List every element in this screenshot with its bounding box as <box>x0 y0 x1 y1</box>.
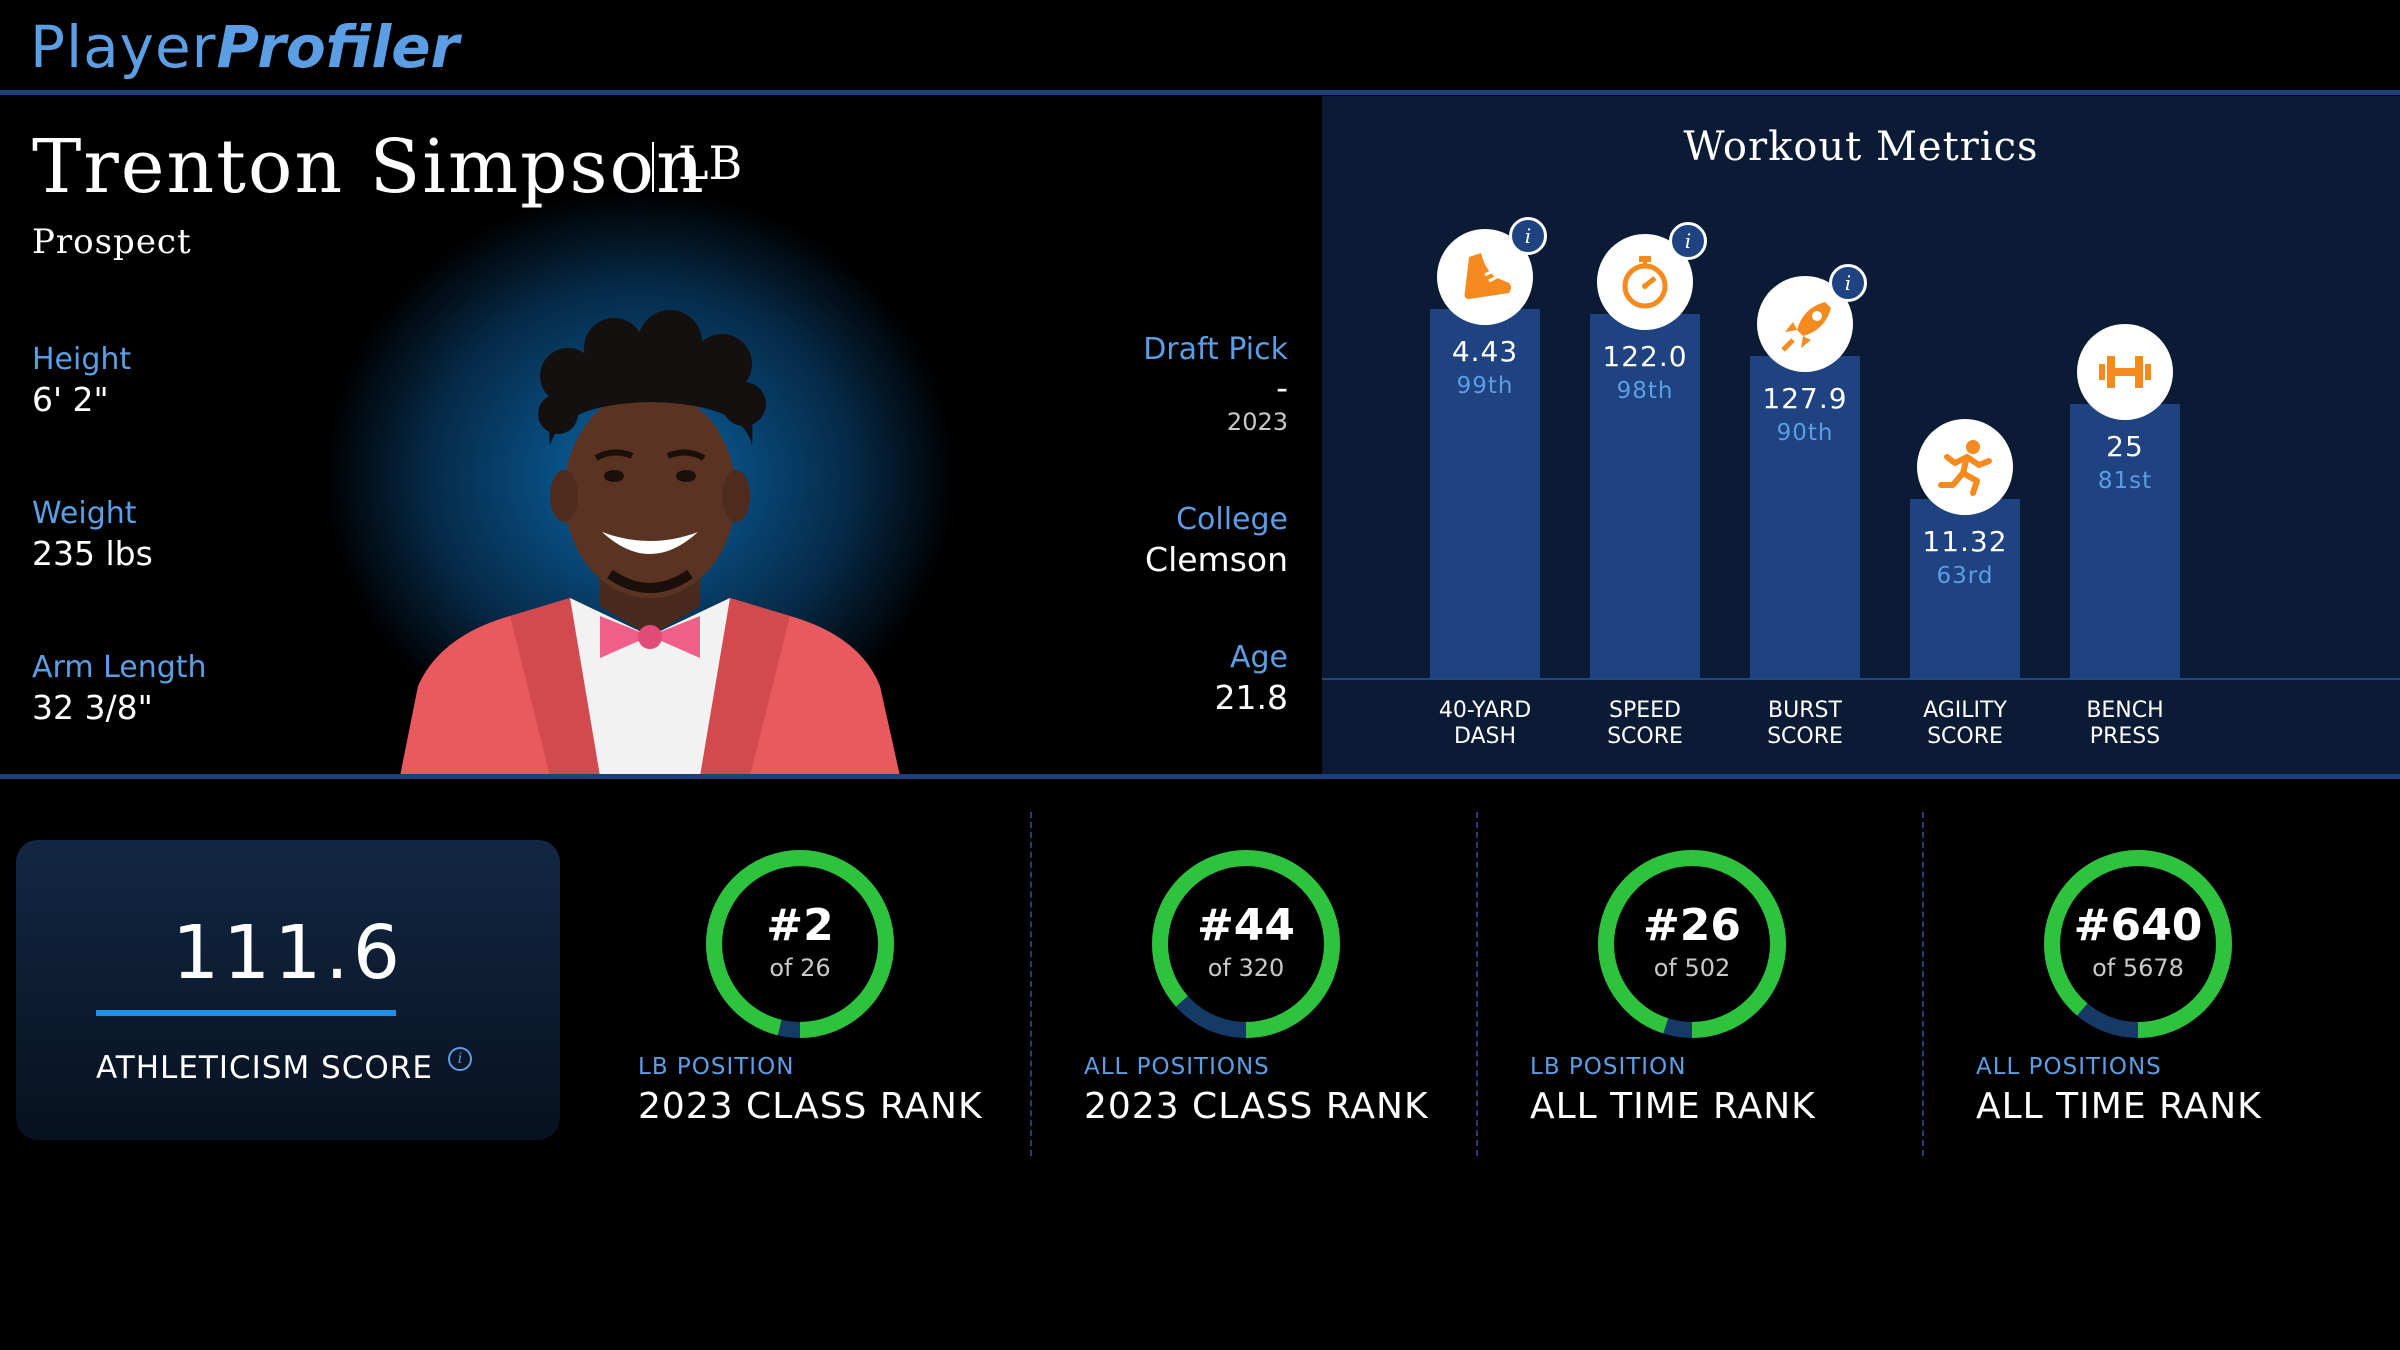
rank-scope: ALL POSITIONS <box>1084 1054 1270 1080</box>
athleticism-info-icon[interactable]: i <box>448 1047 472 1071</box>
age-label: Age <box>1229 640 1288 675</box>
header-divider <box>0 90 2400 95</box>
metric-percentile: 81st <box>2097 467 2153 494</box>
metric-bar[interactable]: 25 81st <box>2070 403 2180 678</box>
logo-text-profiler: Profiler <box>216 13 460 81</box>
metric-percentile: 98th <box>1616 377 1674 404</box>
metric-label: SPEED SCORE <box>1565 698 1725 750</box>
draft-pick-value: - <box>1276 368 1288 407</box>
rank-card: #640 of 5678 ALL POSITIONS ALL TIME RANK <box>1958 840 2378 1140</box>
height-label: Height <box>32 342 132 377</box>
rank-label: ALL TIME RANK <box>1976 1086 2262 1127</box>
player-name: Trenton Simpson <box>32 124 706 210</box>
metric-label-line2: DASH <box>1453 724 1517 749</box>
arm-length-label: Arm Length <box>32 650 207 685</box>
metric-percentile: 99th <box>1456 372 1514 399</box>
rank-ring <box>2044 850 2232 1038</box>
metric-value: 122.0 <box>1602 339 1688 373</box>
metric-info-icon[interactable]: i <box>1829 264 1867 303</box>
top-bar: PlayerProfiler <box>0 0 2400 92</box>
logo-text-player: Player <box>30 13 217 81</box>
rank-divider <box>1476 812 1478 1156</box>
rank-total: of 26 <box>769 954 831 982</box>
player-profile-panel: Trenton Simpson LB Prospect Height 6' 2"… <box>0 96 1320 774</box>
rank-card: #44 of 320 ALL POSITIONS 2023 CLASS RANK <box>1066 840 1486 1140</box>
rank-scope: ALL POSITIONS <box>1976 1054 2162 1080</box>
player-position: LB <box>678 136 743 190</box>
arm-length-value: 32 3/8" <box>32 688 153 727</box>
college-label: College <box>1176 502 1288 537</box>
rank-divider <box>1922 812 1924 1156</box>
athleticism-score-value: 111.6 <box>172 910 404 996</box>
height-value: 6' 2" <box>32 380 109 419</box>
athleticism-score-card: 111.6 ATHLETICISM SCORE i <box>16 840 560 1140</box>
rank-divider <box>1030 812 1032 1156</box>
athleticism-score-label: ATHLETICISM SCORE <box>96 1050 433 1086</box>
player-profiler-logo[interactable]: PlayerProfiler <box>30 12 459 82</box>
section-divider <box>0 774 2400 779</box>
metric-bar[interactable]: 4.43 99th <box>1430 308 1540 678</box>
player-photo <box>400 310 900 774</box>
metric-label-line1: BURST <box>1768 698 1842 723</box>
metric-label-line1: 40-YARD <box>1438 698 1532 723</box>
metric-bar[interactable]: 11.32 63rd <box>1910 499 2020 678</box>
metric-info-icon[interactable]: i <box>1509 216 1547 255</box>
college-value: Clemson <box>1145 540 1288 579</box>
chart-baseline <box>1322 678 2400 680</box>
metric-value: 11.32 <box>1922 525 2008 559</box>
metric-label-line1: AGILITY <box>1923 698 2007 723</box>
rank-number: #44 <box>1196 900 1296 951</box>
rank-label: ALL TIME RANK <box>1530 1086 1816 1127</box>
name-position-divider <box>652 142 654 192</box>
metric-bar[interactable]: 127.9 90th <box>1750 356 1860 678</box>
metric-value: 25 <box>2106 429 2144 463</box>
rank-label: 2023 CLASS RANK <box>1084 1086 1429 1127</box>
dumbbell-icon <box>2077 323 2173 420</box>
rank-label: 2023 CLASS RANK <box>638 1086 983 1127</box>
rank-scope: LB POSITION <box>638 1054 795 1080</box>
draft-pick-label: Draft Pick <box>1143 332 1288 367</box>
metric-label-line2: SCORE <box>1607 724 1683 749</box>
workout-metrics-title: Workout Metrics <box>1683 124 2039 170</box>
rank-card: #2 of 26 LB POSITION 2023 CLASS RANK <box>620 840 1040 1140</box>
workout-metrics-panel: Workout Metrics 4.43 99th i 40-YARD DASH 122.… <box>1322 96 2400 774</box>
running-person-icon <box>1917 419 2013 516</box>
metric-label: AGILITY SCORE <box>1885 698 2045 750</box>
metric-label-line1: BENCH <box>2086 698 2164 723</box>
rank-card: #26 of 502 LB POSITION ALL TIME RANK <box>1512 840 1932 1140</box>
rank-ring <box>1598 850 1786 1038</box>
draft-year: 2023 <box>1226 408 1288 436</box>
metric-percentile: 90th <box>1776 420 1834 447</box>
metric-label: BENCH PRESS <box>2045 698 2205 750</box>
rank-number: #2 <box>766 900 834 951</box>
metric-info-icon[interactable]: i <box>1669 221 1707 260</box>
rank-ring <box>1152 850 1340 1038</box>
metric-label: BURST SCORE <box>1725 698 1885 750</box>
metric-label-line2: SCORE <box>1927 724 2003 749</box>
weight-label: Weight <box>32 496 137 531</box>
metric-bar[interactable]: 122.0 98th <box>1590 313 1700 678</box>
metric-value: 127.9 <box>1762 382 1848 416</box>
metric-label: 40-YARD DASH <box>1405 698 1565 750</box>
metric-label-line2: PRESS <box>2089 724 2161 749</box>
metric-value: 4.43 <box>1451 334 1519 368</box>
metric-percentile: 63rd <box>1936 563 1994 590</box>
metric-label-line2: SCORE <box>1767 724 1843 749</box>
rank-number: #640 <box>2073 900 2203 951</box>
player-status: Prospect <box>32 222 192 262</box>
rank-scope: LB POSITION <box>1530 1054 1687 1080</box>
rank-total: of 5678 <box>2092 954 2184 982</box>
athleticism-score-underline <box>96 1010 396 1016</box>
rank-number: #26 <box>1642 900 1742 951</box>
weight-value: 235 lbs <box>32 534 153 573</box>
rank-ring <box>706 850 894 1038</box>
running-shoe-icon <box>1437 228 1533 325</box>
rank-total: of 320 <box>1207 954 1285 982</box>
rank-total: of 502 <box>1653 954 1731 982</box>
metric-label-line1: SPEED <box>1609 698 1681 723</box>
age-value: 21.8 <box>1214 678 1288 717</box>
